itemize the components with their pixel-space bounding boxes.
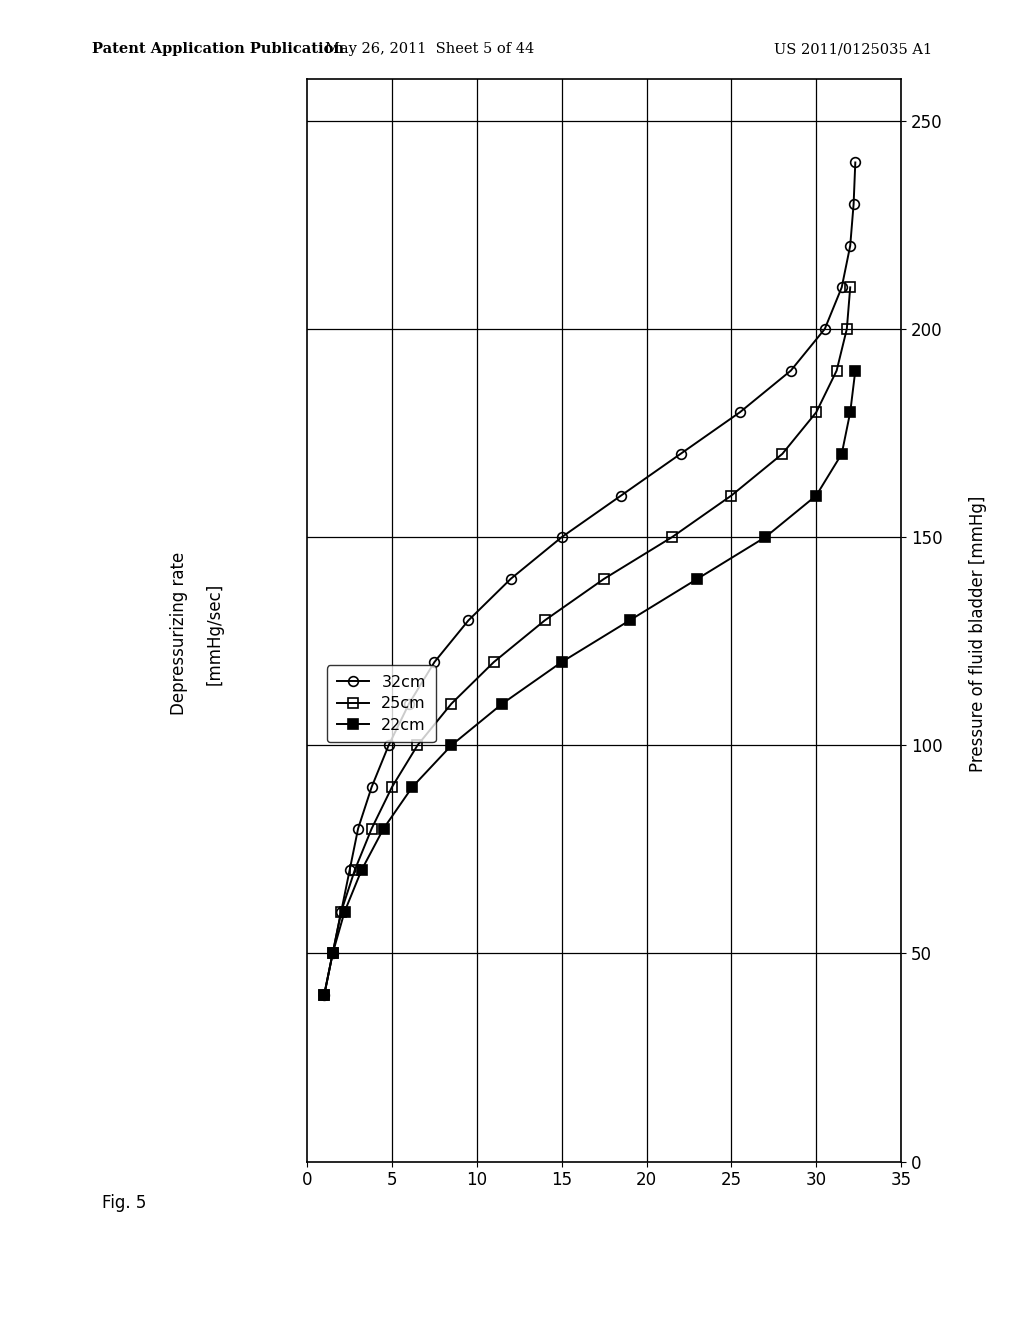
- 22cm: [355, 862, 368, 878]
- Line: 22cm: 22cm: [319, 366, 860, 1001]
- 32cm: [734, 404, 746, 420]
- 25cm: [412, 738, 424, 754]
- 25cm: [335, 904, 347, 920]
- 25cm: [844, 280, 856, 296]
- 32cm: [836, 280, 848, 296]
- 32cm: [383, 738, 395, 754]
- 22cm: [691, 570, 703, 586]
- 22cm: [759, 529, 771, 545]
- 25cm: [830, 363, 843, 379]
- 22cm: [407, 779, 419, 795]
- 32cm: [615, 487, 628, 503]
- Line: 25cm: 25cm: [319, 282, 855, 1001]
- Text: [mmHg/sec]: [mmHg/sec]: [206, 582, 224, 685]
- 25cm: [348, 862, 360, 878]
- 22cm: [338, 904, 350, 920]
- 32cm: [335, 904, 347, 920]
- 25cm: [725, 487, 737, 503]
- 25cm: [318, 987, 331, 1003]
- Text: Pressure of fluid bladder [mmHg]: Pressure of fluid bladder [mmHg]: [969, 495, 987, 772]
- Text: Fig. 5: Fig. 5: [102, 1193, 146, 1212]
- 22cm: [318, 987, 331, 1003]
- 32cm: [428, 655, 440, 671]
- 25cm: [810, 404, 822, 420]
- 22cm: [378, 821, 390, 837]
- 32cm: [402, 696, 415, 711]
- 32cm: [556, 529, 568, 545]
- 25cm: [539, 612, 551, 628]
- 32cm: [505, 570, 517, 586]
- 32cm: [818, 321, 830, 337]
- 32cm: [844, 238, 856, 253]
- 22cm: [497, 696, 509, 711]
- 25cm: [487, 655, 500, 671]
- 32cm: [848, 197, 860, 213]
- Legend: 32cm, 25cm, 22cm: 32cm, 25cm, 22cm: [327, 665, 435, 742]
- 32cm: [462, 612, 474, 628]
- Text: Depressurizing rate: Depressurizing rate: [170, 552, 188, 715]
- 25cm: [598, 570, 610, 586]
- 25cm: [327, 945, 339, 961]
- 25cm: [445, 696, 458, 711]
- 32cm: [327, 945, 339, 961]
- 22cm: [624, 612, 636, 628]
- 32cm: [849, 154, 861, 170]
- 22cm: [445, 738, 458, 754]
- 25cm: [366, 821, 378, 837]
- 32cm: [366, 779, 378, 795]
- 32cm: [675, 446, 687, 462]
- Line: 32cm: 32cm: [319, 157, 860, 1001]
- 32cm: [318, 987, 331, 1003]
- 22cm: [844, 404, 856, 420]
- 22cm: [327, 945, 339, 961]
- 32cm: [343, 862, 355, 878]
- 22cm: [849, 363, 861, 379]
- Text: US 2011/0125035 A1: US 2011/0125035 A1: [774, 42, 932, 57]
- 22cm: [810, 487, 822, 503]
- Text: May 26, 2011  Sheet 5 of 44: May 26, 2011 Sheet 5 of 44: [326, 42, 535, 57]
- 32cm: [784, 363, 797, 379]
- 22cm: [556, 655, 568, 671]
- Text: Patent Application Publication: Patent Application Publication: [92, 42, 344, 57]
- 25cm: [666, 529, 678, 545]
- 25cm: [841, 321, 853, 337]
- 25cm: [386, 779, 398, 795]
- 32cm: [352, 821, 365, 837]
- 22cm: [836, 446, 848, 462]
- 25cm: [776, 446, 788, 462]
